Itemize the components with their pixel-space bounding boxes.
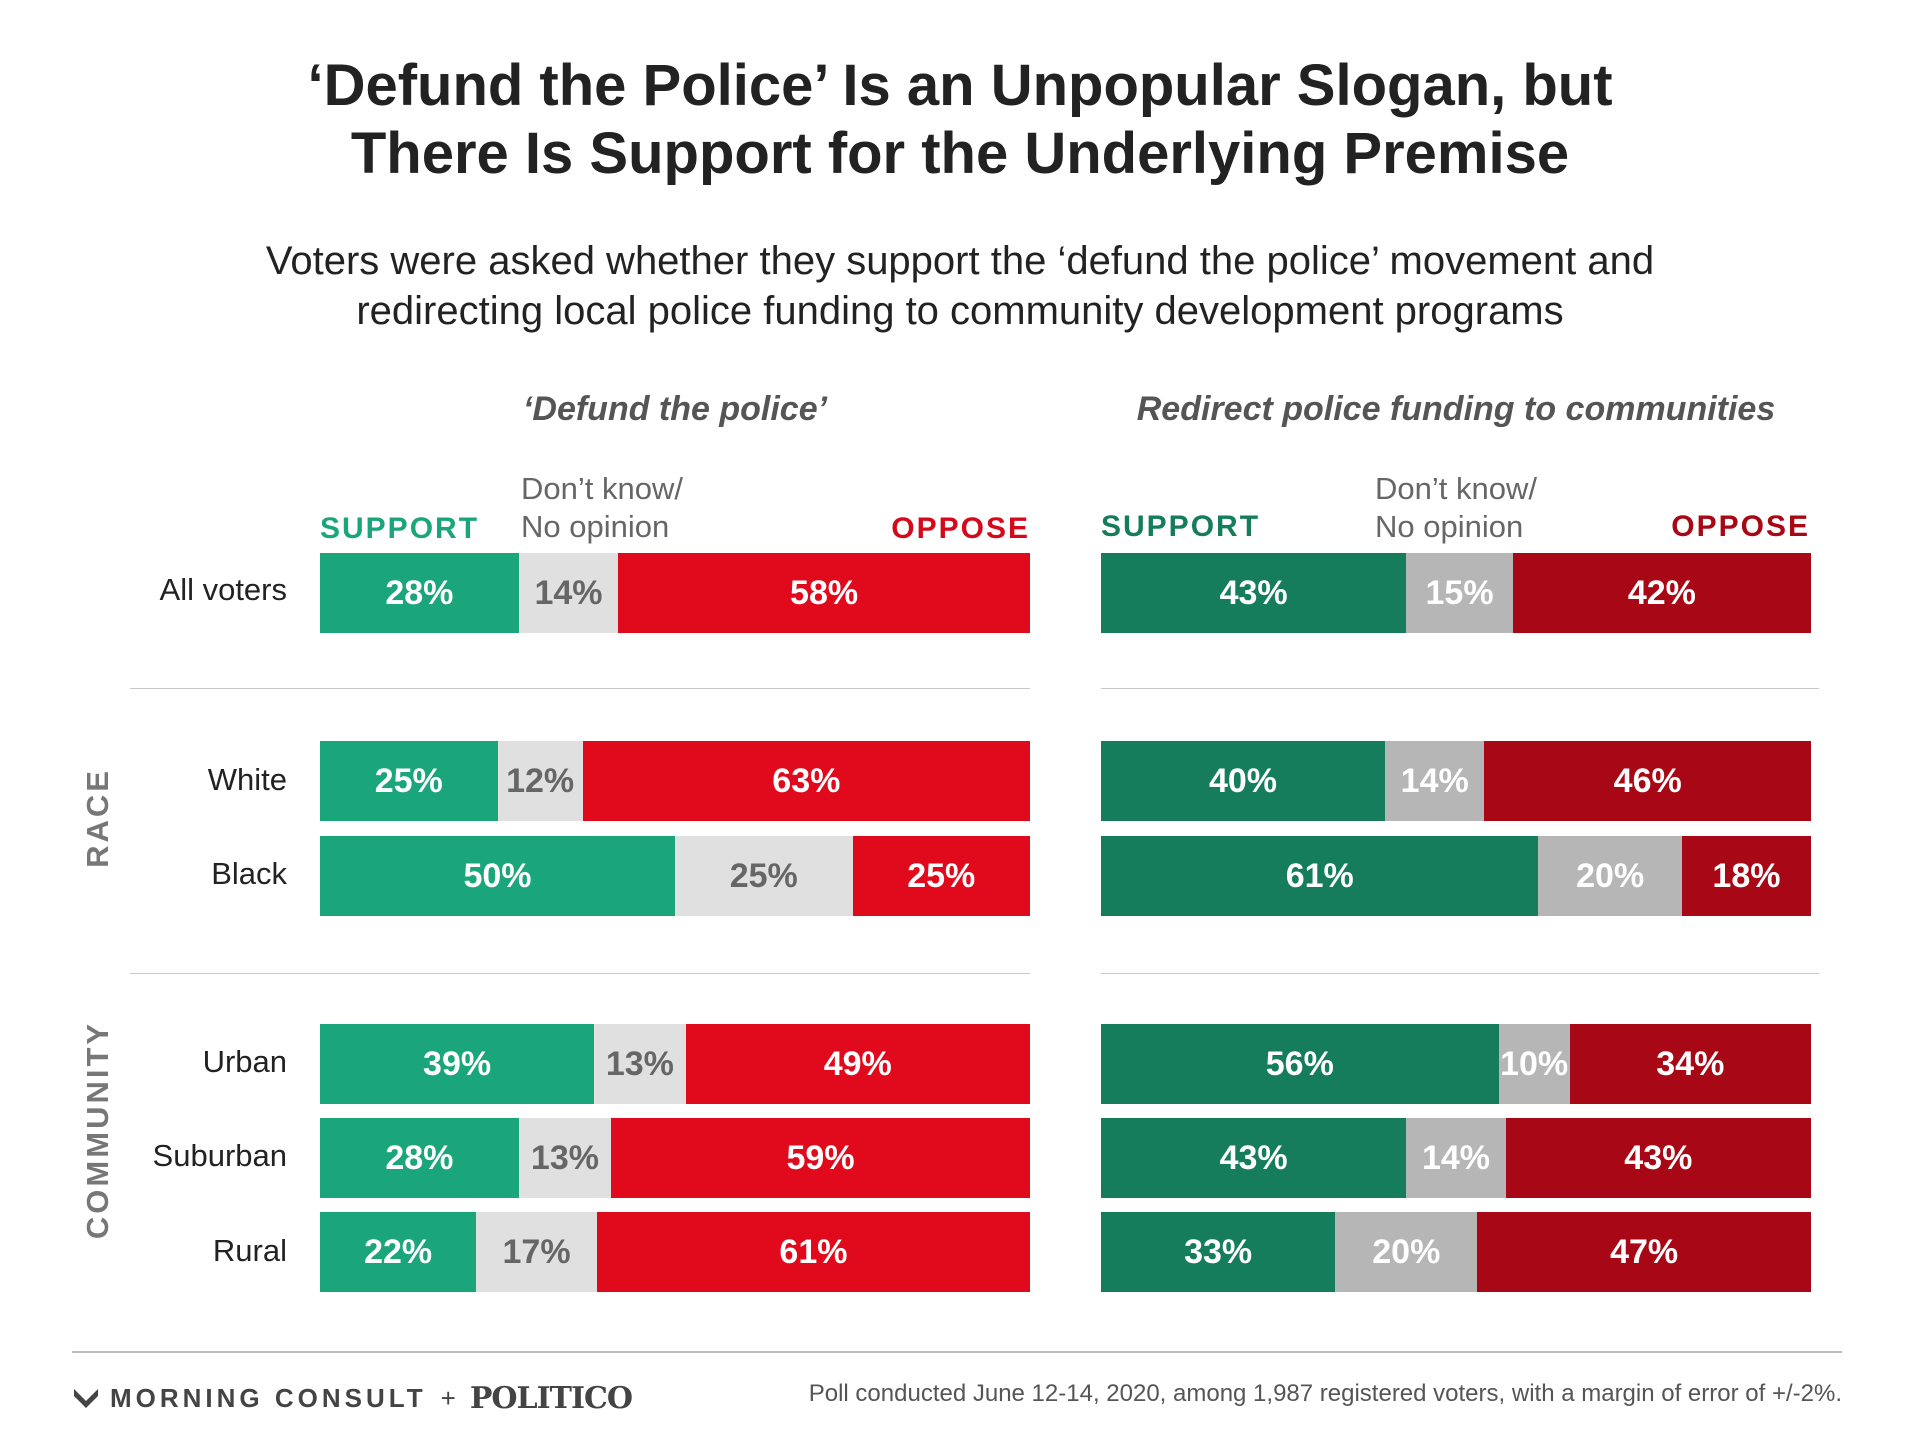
left-legend-support: SUPPORT bbox=[320, 512, 480, 545]
left-bar-white: 25% 12% 63% bbox=[320, 741, 1030, 821]
left-dont-know-segment-all-voters: 14% bbox=[518, 553, 619, 633]
row-label-black: Black bbox=[211, 856, 287, 891]
right-legend-dont-know: Don’t know/ No opinion bbox=[1375, 470, 1537, 546]
left-oppose-segment-urban: 49% bbox=[685, 1024, 1030, 1104]
right-support-segment-white: 40% bbox=[1101, 741, 1385, 821]
right-legend-oppose: OPPOSE bbox=[1671, 510, 1810, 543]
left-oppose-segment-rural: 61% bbox=[596, 1212, 1030, 1292]
logo-plus: + bbox=[440, 1382, 456, 1413]
left-support-segment-black: 50% bbox=[320, 836, 675, 916]
right-oppose-segment-black: 18% bbox=[1681, 836, 1811, 916]
row-label-suburban: Suburban bbox=[152, 1138, 287, 1173]
right-support-segment-urban: 56% bbox=[1101, 1024, 1499, 1104]
left-bar-all-voters: 28% 14% 58% bbox=[320, 553, 1030, 633]
left-oppose-segment-all-voters: 58% bbox=[618, 553, 1030, 633]
right-dont-know-segment-black: 20% bbox=[1538, 836, 1682, 916]
right-dont-know-segment-urban: 10% bbox=[1498, 1024, 1570, 1104]
left-bar-suburban: 28% 13% 59% bbox=[320, 1118, 1030, 1198]
right-bar-urban: 56% 10% 34% bbox=[1101, 1024, 1811, 1104]
right-divider-2 bbox=[1101, 973, 1819, 974]
footer-logos: MORNING CONSULT + POLITICO bbox=[72, 1378, 633, 1418]
left-support-segment-white: 25% bbox=[320, 741, 498, 821]
source-note: Poll conducted June 12-14, 2020, among 1… bbox=[808, 1380, 1842, 1407]
row-label-rural: Rural bbox=[212, 1233, 287, 1268]
row-label-white: White bbox=[207, 762, 287, 797]
left-oppose-segment-white: 63% bbox=[582, 741, 1030, 821]
right-panel-title: Redirect police funding to communities bbox=[1136, 390, 1776, 428]
right-legend-dk-line2: No opinion bbox=[1375, 509, 1524, 544]
right-bar-all-voters: 43% 15% 42% bbox=[1101, 553, 1811, 633]
right-support-segment-suburban: 43% bbox=[1101, 1118, 1407, 1198]
left-legend-dont-know: Don’t know/ No opinion bbox=[521, 470, 683, 546]
right-oppose-segment-urban: 34% bbox=[1569, 1024, 1811, 1104]
right-oppose-segment-rural: 47% bbox=[1477, 1212, 1811, 1292]
title-line-1: ‘Defund the Police’ Is an Unpopular Slog… bbox=[307, 53, 1613, 118]
right-bar-rural: 33% 20% 47% bbox=[1101, 1212, 1811, 1292]
left-support-segment-suburban: 28% bbox=[320, 1118, 519, 1198]
left-dont-know-segment-black: 25% bbox=[675, 836, 853, 916]
right-bar-black: 61% 20% 18% bbox=[1101, 836, 1811, 916]
left-divider-2 bbox=[130, 973, 1030, 974]
left-bar-rural: 22% 17% 61% bbox=[320, 1212, 1030, 1292]
left-legend-dk-line1: Don’t know/ bbox=[521, 471, 683, 506]
left-dont-know-segment-white: 12% bbox=[497, 741, 583, 821]
chart-title: ‘Defund the Police’ Is an Unpopular Slog… bbox=[0, 52, 1920, 188]
left-dont-know-segment-rural: 17% bbox=[476, 1212, 597, 1292]
right-bar-white: 40% 14% 46% bbox=[1101, 741, 1811, 821]
right-dont-know-segment-white: 14% bbox=[1385, 741, 1485, 821]
title-line-2: There Is Support for the Underlying Prem… bbox=[350, 121, 1570, 186]
right-legend-dk-line1: Don’t know/ bbox=[1375, 471, 1537, 506]
right-legend-support: SUPPORT bbox=[1101, 510, 1261, 543]
right-oppose-segment-all-voters: 42% bbox=[1512, 553, 1811, 633]
right-bar-suburban: 43% 14% 43% bbox=[1101, 1118, 1811, 1198]
row-label-urban: Urban bbox=[202, 1044, 287, 1079]
left-dont-know-segment-suburban: 13% bbox=[518, 1118, 612, 1198]
row-label-all-voters: All voters bbox=[159, 572, 287, 607]
left-bar-black: 50% 25% 25% bbox=[320, 836, 1030, 916]
politico-logo: POLITICO bbox=[469, 1380, 633, 1416]
morning-consult-logo: MORNING CONSULT bbox=[110, 1382, 427, 1413]
footer-divider bbox=[72, 1351, 1842, 1353]
subtitle-line-2: redirecting local police funding to comm… bbox=[356, 289, 1564, 333]
left-oppose-segment-suburban: 59% bbox=[611, 1118, 1030, 1198]
right-dont-know-segment-all-voters: 15% bbox=[1406, 553, 1513, 633]
left-legend-oppose: OPPOSE bbox=[891, 512, 1030, 545]
left-dont-know-segment-urban: 13% bbox=[594, 1024, 686, 1104]
right-support-segment-black: 61% bbox=[1101, 836, 1539, 916]
left-support-segment-rural: 22% bbox=[320, 1212, 477, 1292]
left-oppose-segment-black: 25% bbox=[852, 836, 1030, 916]
right-oppose-segment-white: 46% bbox=[1484, 741, 1811, 821]
right-support-segment-all-voters: 43% bbox=[1101, 553, 1407, 633]
right-oppose-segment-suburban: 43% bbox=[1505, 1118, 1811, 1198]
left-legend-dk-line2: No opinion bbox=[521, 509, 670, 544]
left-bar-urban: 39% 13% 49% bbox=[320, 1024, 1030, 1104]
subtitle-line-1: Voters were asked whether they support t… bbox=[265, 239, 1655, 283]
left-divider-1 bbox=[130, 688, 1030, 689]
chart-subtitle: Voters were asked whether they support t… bbox=[0, 236, 1920, 336]
right-dont-know-segment-rural: 20% bbox=[1335, 1212, 1478, 1292]
right-divider-1 bbox=[1101, 688, 1819, 689]
right-support-segment-rural: 33% bbox=[1101, 1212, 1336, 1292]
right-dont-know-segment-suburban: 14% bbox=[1406, 1118, 1506, 1198]
left-support-segment-all-voters: 28% bbox=[320, 553, 519, 633]
left-panel-title: ‘Defund the police’ bbox=[522, 390, 828, 428]
morning-consult-logo-icon bbox=[74, 1389, 98, 1408]
left-support-segment-urban: 39% bbox=[320, 1024, 595, 1104]
